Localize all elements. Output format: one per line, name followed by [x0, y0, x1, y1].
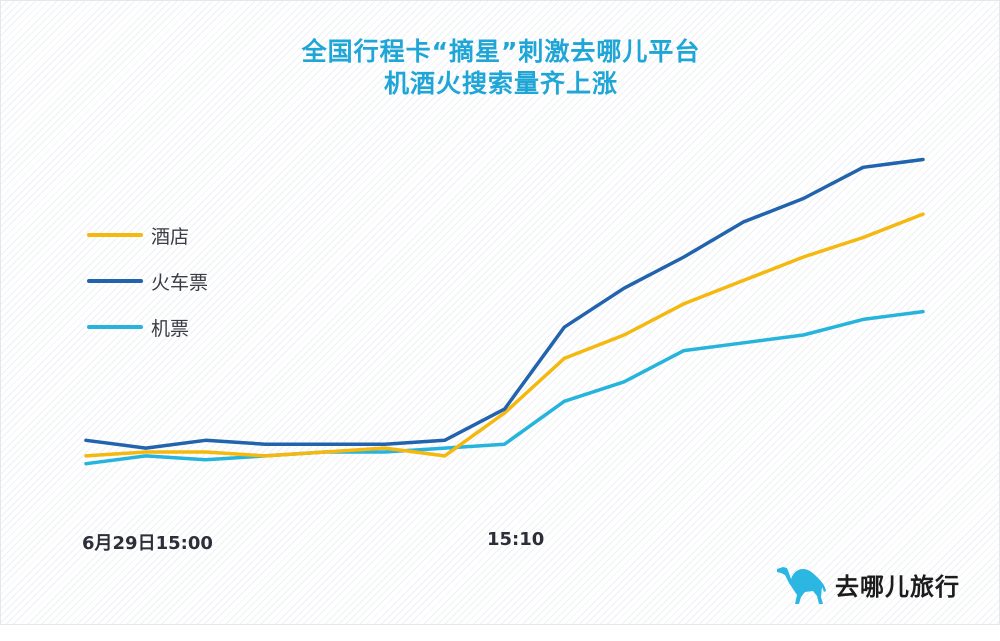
x-tick-1510: 15:10: [487, 529, 545, 550]
qunar-logo: 去哪儿旅行: [775, 563, 960, 605]
logo-text: 去哪儿旅行: [835, 572, 960, 601]
series-line-hotel: [84, 212, 925, 458]
chart-card: 全国行程卡“摘星”刺激去哪儿平台 机酒火搜索量齐上涨 酒店 火车票 机票 6月2…: [0, 0, 1000, 625]
legend-item-hotel: 酒店: [87, 223, 190, 248]
legend-label-flight: 机票: [151, 317, 190, 340]
camel-icon: [777, 567, 826, 604]
legend-swatch-train: [87, 279, 143, 283]
legend-item-flight: 机票: [87, 315, 190, 340]
legend-item-train: 火车票: [87, 269, 209, 294]
chart-title-line-2: 机酒火搜索量齐上涨: [383, 69, 618, 98]
legend-label-hotel: 酒店: [151, 225, 190, 248]
legend-label-train: 火车票: [151, 271, 209, 294]
legend-swatch-hotel: [87, 233, 143, 237]
chart-title-line-1: 全国行程卡“摘星”刺激去哪儿平台: [301, 37, 701, 66]
legend-swatch-flight: [87, 325, 143, 329]
series-line-train: [84, 157, 925, 450]
x-tick-start: 6月29日15:00: [82, 533, 213, 554]
series-line-flight: [84, 309, 925, 466]
